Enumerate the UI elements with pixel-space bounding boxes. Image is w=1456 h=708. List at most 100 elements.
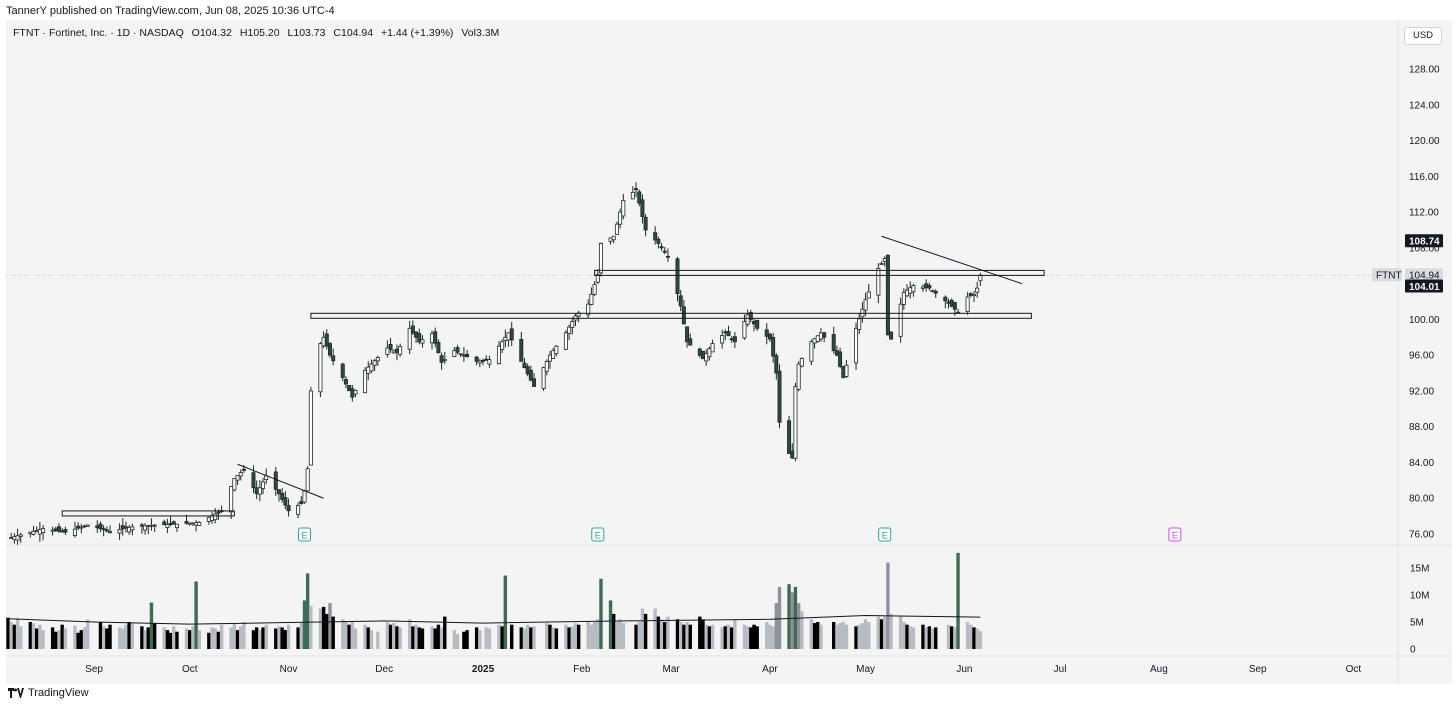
candle-body: [662, 250, 667, 253]
candle-body: [15, 535, 20, 541]
candle-body: [398, 346, 403, 355]
brand-label: TradingView: [28, 687, 89, 699]
volume-bar: [522, 628, 527, 649]
volume-bar: [930, 628, 935, 649]
candle-body: [551, 350, 556, 359]
candle-body: [595, 274, 600, 283]
volume-bar: [863, 619, 868, 649]
volume-bar: [854, 626, 858, 649]
candle-body: [273, 471, 278, 490]
volume-bar: [165, 630, 170, 649]
candle-body: [394, 348, 399, 353]
volume-bar: [54, 631, 58, 649]
price-tick-label: 84.00: [1409, 458, 1434, 469]
volume-bar: [905, 624, 909, 649]
volume-bar: [812, 623, 817, 649]
candle-body: [143, 525, 148, 531]
volume-bar: [809, 619, 814, 649]
volume-bar: [184, 628, 189, 649]
volume-bar: [305, 573, 310, 649]
candle-body: [742, 321, 747, 339]
candle-body: [598, 242, 603, 274]
volume-bar: [567, 627, 571, 649]
candle-body: [506, 332, 511, 341]
volume-bar: [261, 627, 265, 649]
earnings-marker: [297, 527, 311, 542]
candle-body: [130, 526, 135, 531]
candle-body: [793, 386, 798, 459]
volume-bar: [978, 631, 983, 649]
volume-bar: [879, 619, 884, 649]
candle-body: [28, 531, 33, 535]
volume-bar: [946, 624, 951, 649]
candle-body: [946, 301, 951, 304]
trend-line: [237, 463, 324, 499]
volume-bar: [723, 626, 728, 649]
volume-bar: [411, 626, 415, 649]
candle-body: [436, 341, 441, 354]
volume-bar: [117, 627, 122, 649]
volume-bar: [455, 633, 460, 649]
volume-bar: [15, 618, 20, 649]
candle-body: [640, 199, 645, 217]
volume-bar: [841, 622, 845, 649]
candle-body: [729, 338, 734, 341]
candle-body: [815, 335, 820, 342]
volume-bar: [787, 584, 791, 649]
candle-body: [407, 327, 412, 350]
price-tick-label: 124.00: [1409, 100, 1440, 111]
candle-body: [229, 486, 234, 513]
candle-body: [614, 223, 619, 235]
volume-bar: [344, 622, 348, 649]
volume-bar: [666, 616, 670, 649]
candle-body: [943, 296, 948, 302]
volume-bar: [898, 616, 903, 649]
volume-bar: [886, 562, 890, 649]
volume-bar: [79, 630, 84, 649]
candle-body: [659, 246, 664, 249]
candle-body: [101, 528, 106, 531]
volume-bar: [612, 613, 616, 649]
candle-body: [978, 274, 983, 282]
volume-bar: [726, 624, 731, 649]
currency-button[interactable]: USD: [1404, 27, 1442, 45]
volume-bar: [229, 627, 233, 649]
volume-bar: [510, 624, 514, 649]
candle-body: [79, 526, 84, 529]
candle-body: [911, 285, 916, 293]
candle-body: [854, 327, 859, 364]
candle-body: [286, 505, 291, 512]
time-tick-label: Aug: [1150, 664, 1168, 675]
chart-frame[interactable]: [6, 20, 1452, 684]
tradingview-brand: TradingView: [8, 687, 89, 699]
candle-body: [439, 355, 444, 363]
candle-body: [261, 481, 266, 489]
candle-body: [280, 492, 285, 500]
volume-bar: [98, 622, 103, 649]
candle-body: [965, 296, 970, 312]
volume-bar: [73, 625, 77, 649]
candle-body: [452, 350, 457, 357]
candle-body: [353, 390, 358, 395]
candle-body: [544, 361, 549, 372]
volume-bar: [860, 623, 865, 649]
volume-bar: [484, 627, 488, 649]
volume-bar: [599, 578, 603, 649]
volume-bar: [462, 631, 466, 649]
volume-bar: [210, 627, 214, 649]
earnings-marker: [878, 527, 892, 542]
candle-body: [653, 232, 658, 241]
volume-bar: [197, 630, 201, 649]
candle-body: [876, 268, 881, 296]
candle-body: [53, 528, 58, 532]
candle-body: [414, 331, 419, 338]
candle-body: [777, 370, 782, 423]
volume-bar: [816, 622, 820, 649]
volume-bar: [213, 628, 217, 649]
candle-body: [41, 528, 46, 533]
time-tick-label: Jul: [1054, 664, 1067, 675]
candle-body: [882, 258, 887, 262]
publisher-line: TannerY published on TradingView.com, Ju…: [6, 5, 335, 17]
candle-body: [146, 525, 151, 527]
